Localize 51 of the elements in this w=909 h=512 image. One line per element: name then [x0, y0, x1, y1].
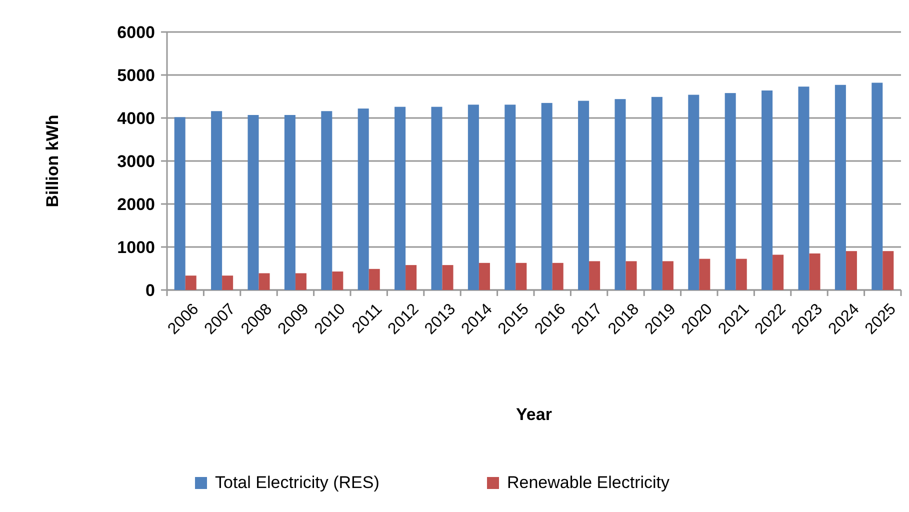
bar: [762, 90, 773, 290]
bar: [332, 272, 344, 290]
y-tick-label: 0: [146, 280, 155, 300]
bar: [504, 104, 516, 290]
bar: [516, 262, 527, 290]
bar: [736, 258, 747, 290]
bar: [442, 265, 454, 290]
y-tick-label: 1000: [117, 238, 155, 257]
bar: [872, 82, 883, 290]
legend-label: Renewable Electricity: [507, 473, 670, 492]
bar: [651, 96, 662, 290]
y-tick-label: 6000: [117, 22, 155, 42]
legend-label: Total Electricity (RES): [215, 473, 380, 492]
x-axis-title: Year: [516, 405, 552, 424]
y-tick-label: 2000: [117, 194, 155, 214]
bar: [688, 94, 700, 290]
bar: [552, 262, 564, 290]
bar: [614, 99, 626, 290]
bar: [358, 108, 369, 290]
bar: [406, 265, 417, 290]
bar: [589, 261, 600, 290]
bar: [468, 104, 479, 290]
y-axis-title: Billion kWh: [43, 114, 62, 208]
bar: [724, 93, 736, 290]
bar: [185, 276, 196, 290]
bar: [578, 100, 590, 290]
bar: [626, 261, 637, 290]
bar: [809, 253, 820, 290]
y-tick-label: 5000: [117, 66, 155, 85]
bar: [431, 106, 442, 290]
bar: [846, 251, 857, 290]
bar: [662, 261, 674, 290]
bar: [834, 84, 846, 290]
bar: [541, 102, 552, 290]
bar: [699, 258, 710, 290]
bar: [368, 268, 380, 290]
bar: [284, 114, 296, 290]
bar: [222, 276, 234, 290]
bar: [248, 114, 259, 290]
bar: [394, 106, 406, 290]
bar: [211, 111, 222, 290]
bar: [798, 86, 810, 290]
bar: [174, 117, 186, 290]
bar: [258, 273, 270, 290]
bar: [772, 254, 784, 290]
bar: [295, 273, 306, 290]
bar: [478, 262, 490, 290]
bar: [882, 251, 894, 290]
y-tick-label: 4000: [117, 108, 155, 128]
bar: [321, 111, 332, 290]
y-tick-label: 3000: [117, 152, 155, 171]
